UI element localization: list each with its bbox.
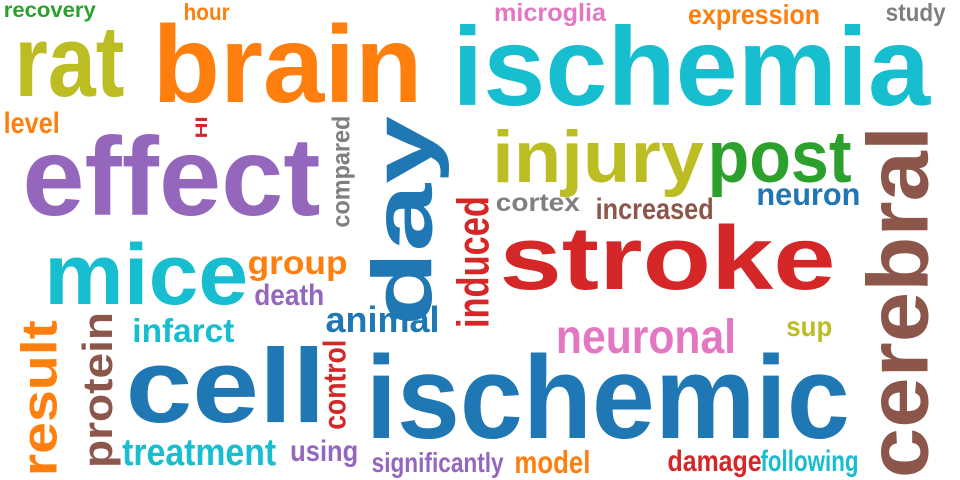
word-level: level (3, 107, 61, 141)
word-cell: cell (125, 327, 326, 445)
word-ischemic: ischemic (365, 332, 851, 464)
word-microglia: microglia (494, 0, 606, 28)
word-sup: sup (785, 311, 833, 343)
word-brain: brain (152, 4, 422, 127)
word-stroke: stroke (499, 207, 837, 309)
word-result: result (10, 319, 68, 477)
word-following: following (759, 445, 859, 479)
word-ischemia: ischemia (452, 4, 930, 130)
word-using: using (289, 435, 359, 469)
word-post: post (708, 115, 852, 199)
word-group: group (248, 245, 348, 283)
word-expression: expression (687, 0, 821, 31)
word-hour: hour (184, 0, 230, 26)
word-recovery: recovery (4, 0, 96, 22)
word-death: death (253, 279, 324, 313)
word-animal: animal (326, 300, 440, 341)
word-cortex: cortex (495, 189, 580, 218)
word-model: model (514, 444, 590, 480)
word-infarct: infarct (131, 313, 235, 351)
word-compared: compared (327, 116, 356, 228)
word-study: study (886, 0, 946, 28)
word-neuronal: neuronal (555, 309, 737, 364)
word-protein: protein (73, 312, 121, 468)
word-significantly: significantly (371, 447, 505, 479)
word-control: control (316, 340, 353, 430)
word-day: day (355, 115, 449, 327)
word-injury: injury (492, 115, 704, 199)
word-mice: mice (43, 226, 249, 323)
word-treatment: treatment (122, 432, 276, 475)
word-effect: effect (21, 114, 321, 240)
word-induced: induced (449, 195, 499, 329)
word-rat: rat (13, 5, 125, 118)
word-damage: damage (668, 445, 762, 479)
word-neuron: neuron (756, 176, 860, 213)
word-cerebral: cerebral (850, 125, 947, 479)
word-increased: increased (595, 193, 715, 227)
